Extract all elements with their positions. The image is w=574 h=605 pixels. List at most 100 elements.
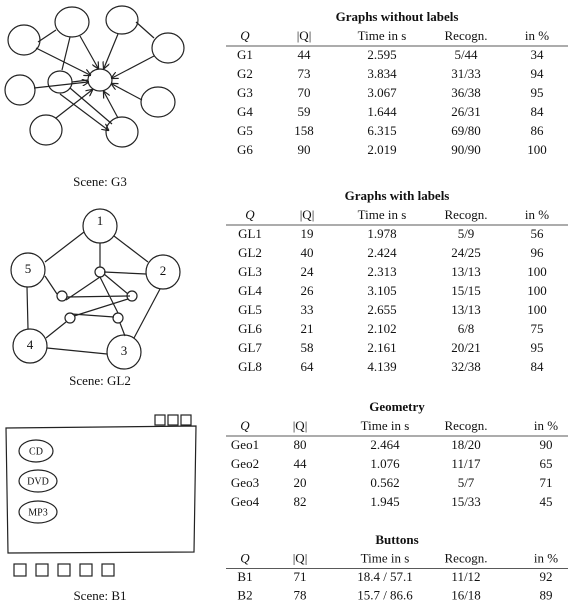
table-cell: 2.102 (367, 321, 396, 336)
table-cell: 19 (301, 226, 314, 241)
table-cell: 11/12 (451, 569, 480, 584)
table-cell: 34 (531, 47, 545, 62)
table-cell: 3.834 (367, 66, 397, 81)
table-cell: 4.139 (367, 359, 396, 374)
sketch-b1 (6, 415, 196, 576)
table-cell: 21 (301, 321, 314, 336)
table-cell: 2.464 (370, 437, 400, 452)
column-header: Recogn. (445, 28, 488, 43)
column-header: |Q| (293, 418, 308, 433)
table-cell: 75 (531, 321, 544, 336)
table-cell: 1.076 (370, 456, 400, 471)
table-cell: 45 (540, 494, 553, 509)
table-cell: 15/33 (451, 494, 481, 509)
page: 1 2 3 4 5 CD DVD MP3 Scene: G3 Scene: GL… (0, 0, 574, 605)
table-title: Geometry (369, 399, 425, 414)
table-cell: 5/9 (458, 226, 475, 241)
column-header: Time in s (358, 207, 407, 222)
column-header: Recogn. (445, 207, 488, 222)
table-cell: 89 (540, 587, 553, 602)
table-cell: 13/13 (451, 264, 481, 279)
table-cell: 11/17 (451, 456, 481, 471)
table-cell: 24 (301, 264, 315, 279)
column-header: in % (525, 28, 549, 43)
table-title: Graphs with labels (345, 188, 450, 203)
sketch-g3 (5, 6, 184, 147)
table-cell: 69/80 (451, 123, 481, 138)
table-cell: 2.655 (367, 302, 396, 317)
table-cell: GL7 (238, 340, 262, 355)
table-cell: GL5 (238, 302, 262, 317)
table-cell: GL8 (238, 359, 262, 374)
scene-caption: Scene: GL2 (69, 373, 131, 388)
table-cell: 1.945 (370, 494, 399, 509)
table-cell: 86 (531, 123, 545, 138)
node-label: 3 (121, 343, 128, 358)
table-cell: 70 (298, 85, 311, 100)
table-cell: 84 (531, 359, 545, 374)
node-label: 5 (25, 261, 32, 276)
table-cell: GL6 (238, 321, 262, 336)
column-header: in % (534, 418, 558, 433)
table-cell: 0.562 (370, 475, 399, 490)
table-cell: 80 (294, 437, 307, 452)
table-cell: 26 (301, 283, 315, 298)
table-cell: 73 (298, 66, 311, 81)
table-cell: 2.161 (367, 340, 396, 355)
column-header: Q (240, 418, 250, 433)
column-header: |Q| (300, 207, 315, 222)
table-cell: GL2 (238, 245, 262, 260)
table-cell: Geo1 (231, 437, 259, 452)
table-cell: 5/7 (458, 475, 475, 490)
table-cell: B2 (237, 587, 252, 602)
column-header: Recogn. (445, 550, 488, 565)
table-cell: 3.067 (367, 85, 397, 100)
table-cell: 96 (531, 245, 545, 260)
table-cell: GL3 (238, 264, 262, 279)
table-cell: 100 (527, 264, 547, 279)
column-header: Recogn. (445, 418, 488, 433)
table-title: Buttons (375, 532, 418, 547)
table-cell: 64 (301, 359, 315, 374)
column-header: in % (525, 207, 549, 222)
table-cell: GL4 (238, 283, 262, 298)
table-cell: 26/31 (451, 104, 481, 119)
sketch-gl2 (11, 209, 180, 369)
table-title: Graphs without labels (336, 9, 459, 24)
column-header: |Q| (297, 28, 312, 43)
node-label: 1 (97, 213, 104, 228)
table-cell: 6.315 (367, 123, 396, 138)
table-cell: 100 (527, 283, 547, 298)
table-cell: 18.4 / 57.1 (357, 569, 413, 584)
table-cell: B1 (237, 569, 252, 584)
table-cell: G5 (237, 123, 253, 138)
table-cell: Geo4 (231, 494, 260, 509)
table-cell: 82 (294, 494, 307, 509)
table-cell: 24/25 (451, 245, 481, 260)
table-cell: G4 (237, 104, 253, 119)
table-cell: G6 (237, 142, 253, 157)
table-cell: 90/90 (451, 142, 481, 157)
table-cell: 36/38 (451, 85, 481, 100)
table-cell: 18/20 (451, 437, 481, 452)
column-header: Q (240, 550, 250, 565)
button-label: DVD (27, 476, 49, 487)
table-cell: 84 (531, 104, 545, 119)
table-cell: 31/33 (451, 66, 481, 81)
scene-caption: Scene: B1 (73, 588, 126, 603)
table-cell: 1.644 (367, 104, 397, 119)
table-cell: 2.595 (367, 47, 396, 62)
table-cell: 95 (531, 340, 544, 355)
table-cell: Geo2 (231, 456, 259, 471)
column-header: Time in s (361, 418, 410, 433)
table-cell: 13/13 (451, 302, 481, 317)
column-header: Time in s (358, 28, 407, 43)
column-header: in % (534, 550, 558, 565)
table-cell: 100 (527, 302, 547, 317)
table-cell: 1.978 (367, 226, 396, 241)
button-label: MP3 (28, 507, 47, 518)
table-cell: 65 (540, 456, 553, 471)
node-label: 2 (160, 263, 167, 278)
table-cell: 15.7 / 86.6 (357, 587, 413, 602)
table-cell: 158 (294, 123, 314, 138)
